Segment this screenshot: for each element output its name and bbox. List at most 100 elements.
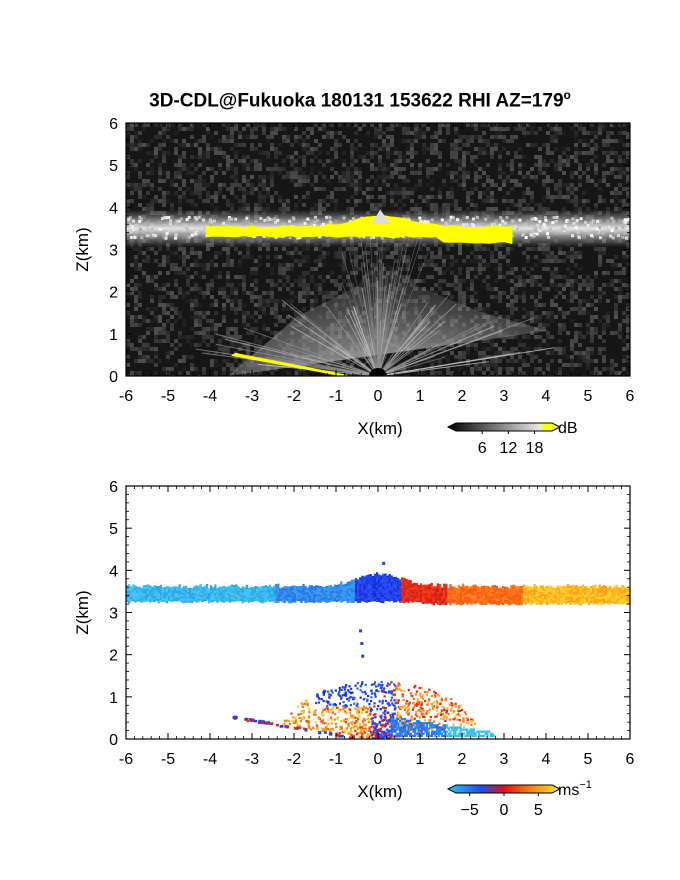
noise-cell xyxy=(474,171,478,175)
noise-cell xyxy=(170,327,174,331)
velocity-cell-cloud xyxy=(281,593,284,596)
cloud-pixel xyxy=(542,223,546,227)
cloud-pixel xyxy=(185,217,189,221)
noise-cell xyxy=(598,187,602,191)
noise-cell xyxy=(418,247,422,251)
near-field-faint-ray xyxy=(377,232,420,376)
noise-cell xyxy=(338,123,342,127)
noise-cell xyxy=(346,139,350,143)
noise-cell xyxy=(510,199,514,203)
noise-cell xyxy=(134,143,138,147)
noise-cell xyxy=(366,251,370,255)
noise-cell xyxy=(454,275,458,279)
noise-cell xyxy=(546,363,550,367)
noise-cell xyxy=(150,203,154,207)
noise-cell xyxy=(486,179,490,183)
noise-cell xyxy=(330,147,334,151)
velocity-cell-cloud xyxy=(315,599,318,603)
noise-cell xyxy=(426,259,430,263)
velocity-cell-cloud xyxy=(199,598,202,602)
noise-cell xyxy=(534,175,538,179)
cloud-pixel xyxy=(190,233,194,237)
noise-cell xyxy=(546,343,550,347)
noise-cell xyxy=(362,123,366,127)
noise-cell xyxy=(258,199,262,203)
velocity-cell-cloud xyxy=(147,590,150,593)
noise-cell xyxy=(542,199,546,203)
velocity-cell-cloud xyxy=(247,592,251,595)
noise-cell xyxy=(178,255,182,259)
velocity-cell-cloud xyxy=(289,588,293,591)
noise-cell xyxy=(366,199,370,203)
noise-cell xyxy=(150,347,154,351)
velocity-cell-cloud xyxy=(243,589,246,592)
noise-cell xyxy=(578,363,582,367)
noise-cell xyxy=(238,159,242,163)
noise-cell xyxy=(490,287,494,291)
noise-cell xyxy=(230,307,234,311)
noise-cell xyxy=(250,271,254,275)
velocity-cell-cloud xyxy=(161,587,164,590)
cloud-pixel xyxy=(351,217,355,221)
noise-cell xyxy=(206,331,210,335)
noise-cell xyxy=(578,199,582,203)
velocity-cell-cloud xyxy=(130,594,133,598)
cloud-pixel xyxy=(197,215,201,219)
noise-cell xyxy=(326,151,330,155)
cloud-pixel xyxy=(402,234,406,238)
noise-cell xyxy=(362,155,366,159)
noise-cell xyxy=(322,199,326,203)
noise-cell xyxy=(278,195,282,199)
velocity-cell-cloud xyxy=(228,591,232,595)
noise-cell xyxy=(166,291,170,295)
velocity-cell-cloud xyxy=(134,596,137,599)
noise-cell xyxy=(514,295,518,299)
velocity-cell-cloud xyxy=(191,600,194,604)
velocity-cell-cloud xyxy=(264,587,267,590)
noise-cell xyxy=(134,147,138,151)
noise-cell xyxy=(406,191,410,195)
noise-cell xyxy=(478,307,482,311)
noise-cell xyxy=(610,283,614,287)
cloud-pixel xyxy=(562,227,566,231)
noise-cell xyxy=(418,195,422,199)
noise-cell xyxy=(510,139,514,143)
near-field-ray xyxy=(336,345,379,376)
noise-cell xyxy=(562,323,566,327)
noise-cell xyxy=(602,175,606,179)
noise-cell xyxy=(266,291,270,295)
noise-cell xyxy=(602,139,606,143)
noise-cell xyxy=(230,327,234,331)
velocity-cell-cloud xyxy=(199,588,202,591)
velocity-cell-cloud xyxy=(151,593,154,596)
velocity-cell-cloud xyxy=(243,599,246,603)
noise-cell xyxy=(474,247,478,251)
noise-cell xyxy=(198,319,202,323)
noise-cell xyxy=(622,283,626,287)
noise-cell xyxy=(594,207,598,211)
cloud-pixel xyxy=(298,236,302,240)
noise-cell xyxy=(438,255,442,259)
noise-cell xyxy=(626,287,630,291)
noise-cell xyxy=(138,267,142,271)
cloud-pixel xyxy=(530,217,534,221)
noise-cell xyxy=(282,135,286,139)
noise-cell xyxy=(214,263,218,267)
noise-cell xyxy=(418,183,422,187)
cloud-pixel xyxy=(462,223,466,227)
velocity-cell-cloud xyxy=(155,596,158,599)
noise-cell xyxy=(146,331,150,335)
noise-cell xyxy=(186,291,190,295)
noise-cell xyxy=(266,191,270,195)
noise-cell xyxy=(286,287,290,291)
cloud-pixel xyxy=(576,231,580,235)
noise-cell xyxy=(482,359,486,363)
velocity-cell-cloud xyxy=(182,586,185,589)
noise-cell xyxy=(582,355,586,359)
noise-cell xyxy=(246,323,250,327)
noise-cell xyxy=(178,271,182,275)
velocity-cell-cloud xyxy=(147,584,150,587)
noise-cell xyxy=(290,299,294,303)
noise-cell xyxy=(574,255,578,259)
velocity-cell-cloud xyxy=(147,596,150,600)
